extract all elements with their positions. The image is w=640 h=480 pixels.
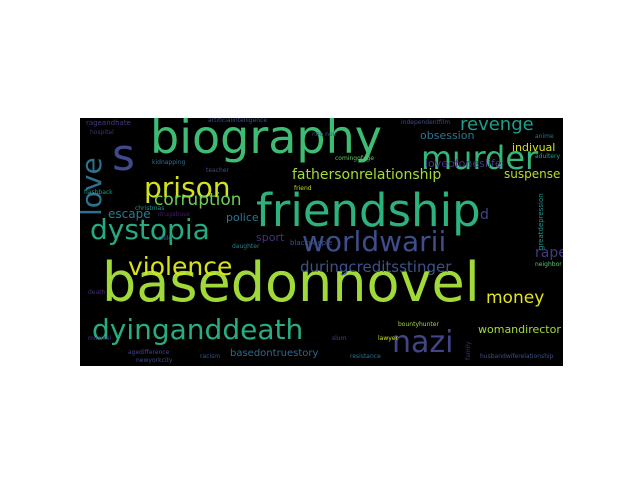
word-husbandwiferelationship: husbandwiferelationship bbox=[480, 353, 554, 360]
word-biography: biography bbox=[150, 118, 382, 164]
word-cloud: basedonnovel friendship biography s murd… bbox=[80, 118, 563, 366]
word-racism: racism bbox=[200, 353, 221, 360]
word-obsession: obsession bbox=[420, 129, 475, 142]
word-lovelonelylife: loveofoneslife bbox=[425, 157, 502, 170]
word-rageandhate: rageandhate bbox=[86, 119, 131, 127]
word-d: d bbox=[480, 207, 489, 223]
word-worldwarii: worldwarii bbox=[302, 225, 447, 258]
word-blackpeople: blackpeople bbox=[290, 239, 333, 247]
word-drugabuse: drugabuse bbox=[158, 211, 190, 218]
word-murder: murder bbox=[421, 139, 539, 177]
word-slum: slum bbox=[332, 335, 347, 342]
word-newyorkcity: newyorkcity bbox=[136, 357, 173, 364]
word-musical: musical bbox=[88, 335, 112, 342]
word-hospital: hospital bbox=[90, 129, 114, 136]
word-friend: friend bbox=[294, 185, 312, 192]
word-neighbor: neighbor bbox=[535, 261, 562, 268]
word-police: police bbox=[226, 211, 259, 224]
word-christmas: christmas bbox=[135, 205, 165, 212]
word-duringcreditsstinger: duringcreditsstinger bbox=[300, 258, 452, 276]
word-dystopia: dystopia bbox=[90, 213, 210, 246]
word-resistance: resistance bbox=[350, 353, 381, 360]
word-escape: escape bbox=[108, 207, 151, 221]
word-neonoir: neo noir bbox=[312, 131, 337, 138]
word-fathersonrelationship: fathersonrelationship bbox=[292, 167, 442, 183]
word-independentfilm: independentfilm bbox=[401, 119, 451, 126]
word-love: love bbox=[80, 157, 108, 216]
word-violence: violence bbox=[128, 252, 233, 281]
word-flashback: flashback bbox=[84, 189, 113, 196]
word-indivual: indivual bbox=[512, 141, 556, 154]
word-family: family bbox=[465, 341, 472, 360]
word-corruption: corruption bbox=[154, 190, 242, 210]
word-bountyhunter: bountyhunter bbox=[398, 321, 439, 328]
word-womandirector: womandirector bbox=[478, 323, 561, 336]
word-revenge: revenge bbox=[460, 118, 534, 135]
word-prison: prison bbox=[144, 171, 231, 204]
word-comingofage: comingofage bbox=[335, 155, 375, 162]
word-suspense: suspense bbox=[504, 167, 561, 181]
word-teacher: teacher bbox=[206, 167, 229, 174]
word-friendship: friendship bbox=[256, 184, 481, 237]
word-anime: anime bbox=[535, 133, 554, 140]
word-adultery: adultery bbox=[535, 153, 561, 160]
word-daughter: daughter bbox=[232, 243, 260, 250]
word-greatdepression: greatdepression bbox=[537, 193, 545, 250]
word-child: child bbox=[158, 235, 173, 242]
word-money: money bbox=[486, 288, 545, 308]
word-basedontruestory: basedontruestory bbox=[230, 348, 319, 359]
word-death: death bbox=[88, 289, 106, 296]
word-nazi: nazi bbox=[392, 325, 454, 360]
word-kidnapping: kidnapping bbox=[152, 159, 186, 166]
word-lawyer: lawyer bbox=[378, 335, 398, 342]
word-rape: rape bbox=[535, 245, 563, 261]
word-sport: sport bbox=[256, 231, 285, 244]
word-ageddifference: agedifference bbox=[128, 349, 170, 356]
word-s: s bbox=[112, 130, 135, 181]
word-basedonnovel: basedonnovel bbox=[102, 251, 480, 314]
word-dyinganddeath: dyinganddeath bbox=[92, 313, 304, 346]
word-artificialintelligence: artificialintelligence bbox=[208, 118, 268, 124]
